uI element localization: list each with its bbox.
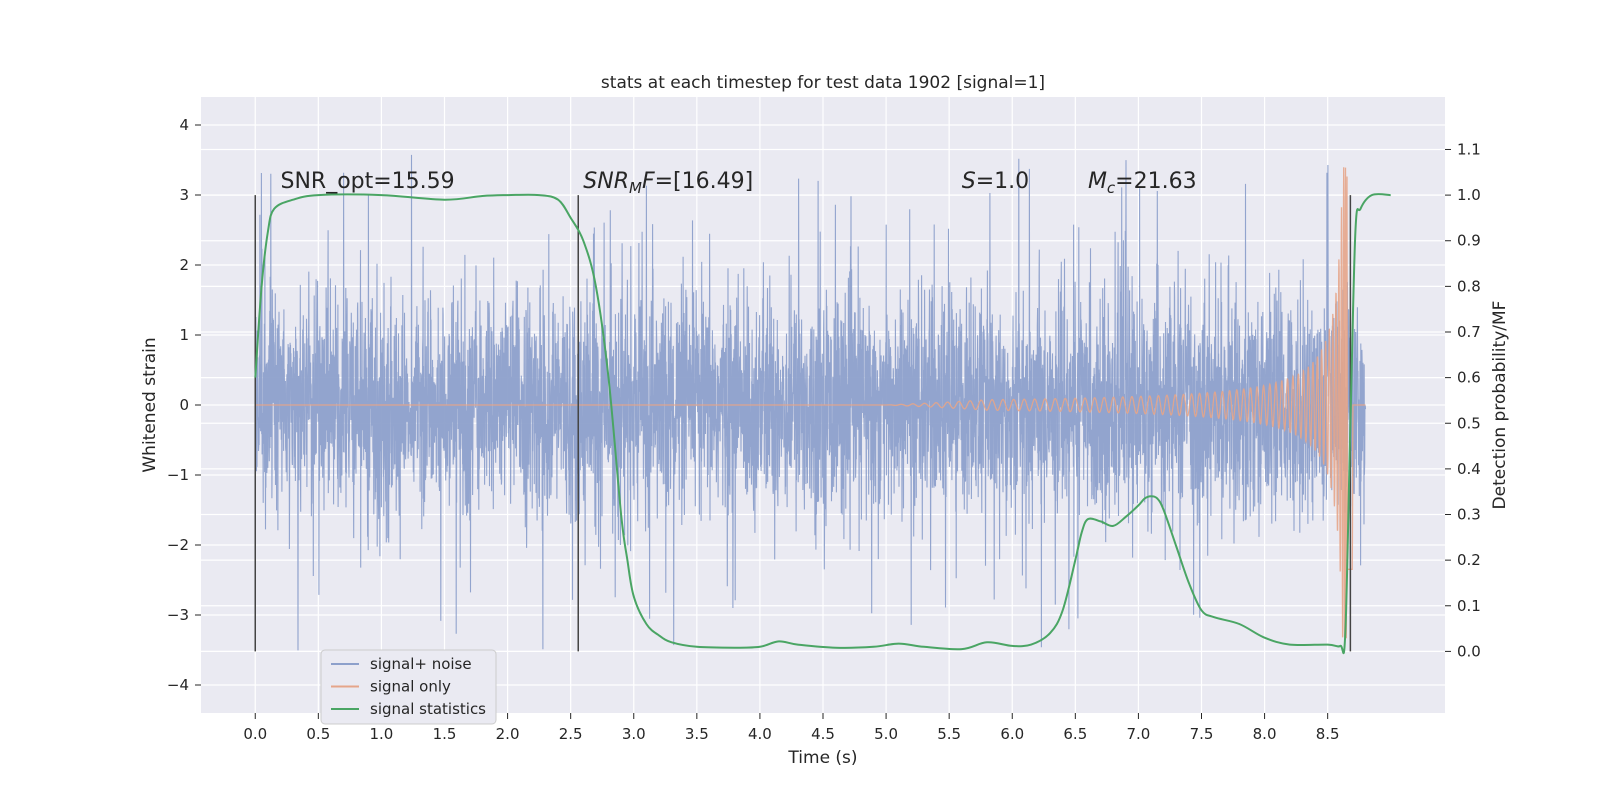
x-tick-label: 1.5	[433, 725, 457, 743]
y2-tick-label: 0.4	[1457, 460, 1481, 478]
y2-tick-label: 1.1	[1457, 140, 1481, 158]
y-tick-label: 4	[179, 116, 189, 134]
x-tick-label: 7.0	[1126, 725, 1150, 743]
y2-tick-label: 0.5	[1457, 414, 1481, 432]
y-tick-label: 3	[179, 186, 189, 204]
x-tick-label: 2.5	[559, 725, 583, 743]
y-axis-label: Whitened strain	[140, 337, 160, 472]
y2-tick-label: 0.3	[1457, 506, 1481, 524]
legend-label: signal only	[370, 678, 451, 696]
legend-label: signal+ noise	[370, 655, 472, 673]
x-tick-label: 2.0	[496, 725, 520, 743]
x-tick-label: 1.0	[369, 725, 393, 743]
y-tick-label: 0	[179, 396, 189, 414]
x-tick-label: 6.0	[1000, 725, 1024, 743]
y-axis-ticks: −4 −3 −2 −1 0 1 2 3 4	[167, 116, 201, 694]
annotation-text: S=1.0	[962, 169, 1029, 194]
signal-only-line	[255, 167, 1366, 639]
signal-only-series	[255, 167, 1366, 639]
legend-box	[320, 649, 497, 725]
x-tick-label: 5.5	[937, 725, 961, 743]
x-tick-label: 4.5	[811, 725, 835, 743]
y2-axis-ticks: 0.0 0.1 0.2 0.3 0.4 0.5 0.6 0.7 0.8 0.9 1.0 1.1	[1445, 140, 1481, 660]
x-tick-label: 5.0	[874, 725, 898, 743]
y2-tick-label: 0.2	[1457, 551, 1481, 569]
signal-noise-line	[254, 154, 1367, 651]
annotation-text: SNR_opt=15.59	[280, 169, 454, 194]
signal-noise-series	[254, 154, 1367, 651]
y2-tick-label: 0.8	[1457, 277, 1481, 295]
y-tick-label: −1	[167, 466, 189, 484]
y2-tick-label: 1.0	[1457, 186, 1481, 204]
y2-tick-label: 0.1	[1457, 597, 1481, 615]
x-tick-label: 3.5	[685, 725, 709, 743]
y2-tick-label: 0.6	[1457, 369, 1481, 387]
x-tick-label: 0.0	[243, 725, 267, 743]
chart-title: stats at each timestep for test data 190…	[601, 73, 1045, 93]
x-tick-label: 3.0	[622, 725, 646, 743]
y-tick-label: −2	[167, 536, 189, 554]
y-tick-label: 1	[179, 326, 189, 344]
signal-statistics-series	[254, 193, 1391, 655]
y-tick-label: 2	[179, 256, 189, 274]
x-axis-label: Time (s)	[787, 748, 857, 768]
y-tick-label: −3	[167, 606, 189, 624]
y-tick-label: −4	[167, 676, 189, 694]
x-tick-label: 7.5	[1190, 725, 1214, 743]
annotation-text: Mc=21.63	[1088, 169, 1197, 197]
legend: signal+ noise signal only signal statistic…	[320, 649, 497, 725]
y2-tick-label: 0.9	[1457, 232, 1481, 250]
y2-axis-label: Detection probability/MF	[1490, 301, 1510, 510]
signal-statistics-line	[254, 193, 1391, 655]
x-tick-label: 6.5	[1063, 725, 1087, 743]
annotations: SNR_opt=15.59 SNRMF=[16.49] S=1.0 Mc=21.63	[280, 169, 1196, 197]
annotation-text: SNRMF=[16.49]	[583, 169, 753, 197]
x-tick-label: 8.5	[1316, 725, 1340, 743]
x-tick-label: 0.5	[306, 725, 330, 743]
y2-tick-label: 0.7	[1457, 323, 1481, 341]
x-axis-ticks: 0.0 0.5 1.0 1.5 2.0 2.5 3.0 3.5 4.0 4.5 5.0 5.5 6.0 6…	[243, 713, 1340, 743]
x-tick-label: 4.0	[748, 725, 772, 743]
x-tick-label: 8.0	[1253, 725, 1277, 743]
y2-tick-label: 0.0	[1457, 642, 1481, 660]
legend-label: signal statistics	[370, 700, 486, 718]
